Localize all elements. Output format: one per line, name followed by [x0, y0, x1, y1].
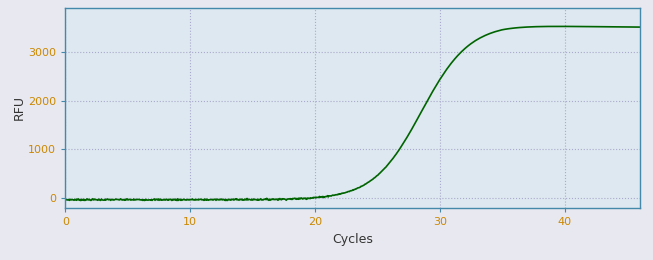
Y-axis label: RFU: RFU — [12, 95, 25, 120]
X-axis label: Cycles: Cycles — [332, 233, 373, 246]
